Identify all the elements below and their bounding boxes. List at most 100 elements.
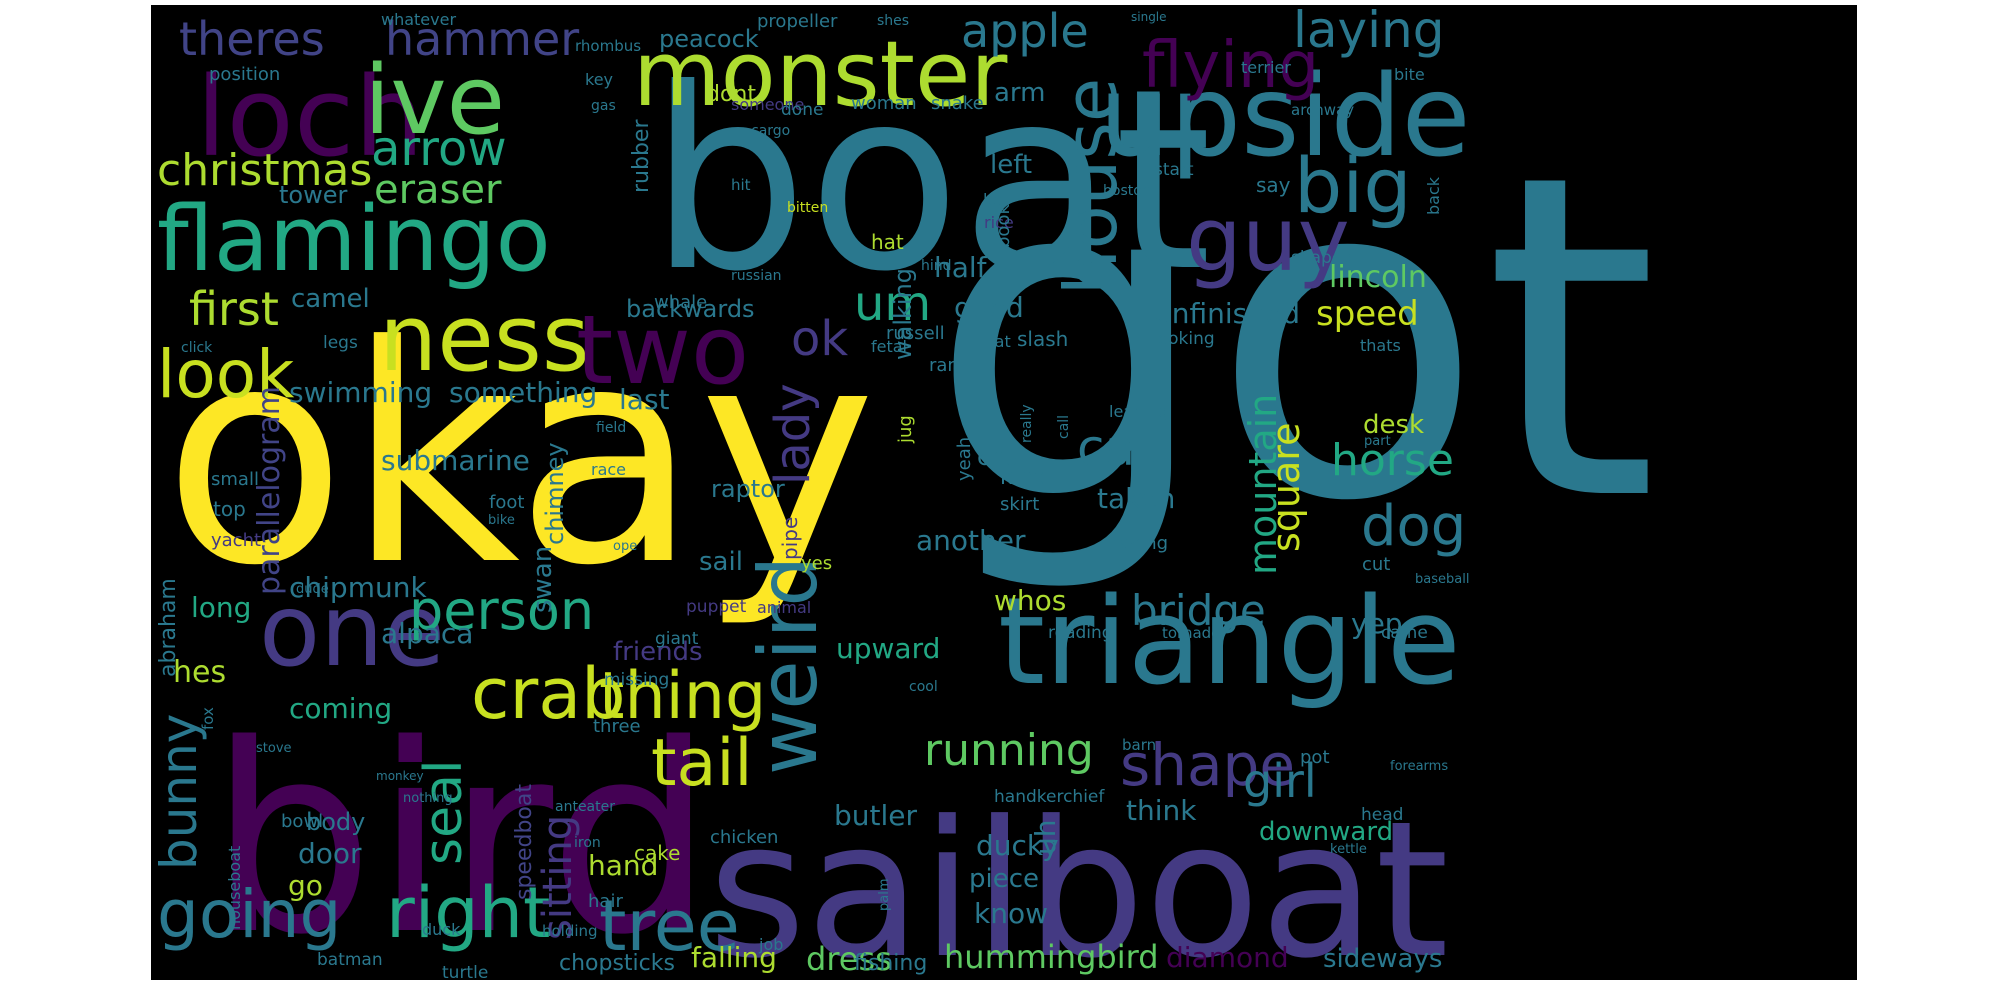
word-un: un <box>1074 207 1090 225</box>
word-thats: thats <box>1360 336 1401 355</box>
word-sitting: sitting <box>535 815 581 940</box>
word-hit: hit <box>731 176 751 194</box>
word-bowl: bowl <box>281 811 323 832</box>
word-key: key <box>585 70 613 89</box>
word-bunny: bunny <box>151 714 208 870</box>
word-go: go <box>288 869 323 902</box>
word-abraham: abraham <box>156 578 181 677</box>
word-speedboat: speedboat <box>512 784 537 900</box>
word-click: click <box>181 340 213 356</box>
word-giant: giant <box>655 629 699 649</box>
word-jug: jug <box>895 415 916 444</box>
word-two: two <box>576 296 749 406</box>
word-baseball: baseball <box>1415 572 1469 587</box>
word-unfinished: unfinished <box>1154 297 1300 330</box>
word-apple: apple <box>961 5 1089 58</box>
word-boston: boston <box>1103 183 1151 199</box>
word-ok: ok <box>791 311 848 367</box>
word-cake: cake <box>634 841 680 865</box>
word-shape: shape <box>1120 731 1295 799</box>
word-cool: cool <box>909 679 938 695</box>
word-speed: speed <box>1316 294 1419 334</box>
word-something: something <box>449 376 597 409</box>
word-three: three <box>593 716 641 737</box>
word-parallelogram: parallelogram <box>252 386 287 595</box>
word-rubber: rubber <box>629 119 654 193</box>
word-laying: laying <box>1293 5 1444 59</box>
word-woman: woman <box>851 93 917 114</box>
word-long: long <box>191 591 251 624</box>
word-hat: hat <box>871 230 904 254</box>
word-know: know <box>974 897 1048 930</box>
word-puppet: puppet <box>686 597 747 617</box>
word-someone: someone <box>731 95 804 114</box>
word-backwards: backwards <box>626 295 755 323</box>
word-thing: thing <box>599 659 766 734</box>
word-friends: friends <box>613 637 703 667</box>
word-mountain: mountain <box>1241 394 1285 575</box>
word-dress: dress <box>806 940 892 978</box>
word-crab: crab <box>471 653 626 735</box>
word-butler: butler <box>834 799 918 832</box>
word-top: top <box>213 497 246 521</box>
word-leaning: leaning <box>1109 402 1168 421</box>
word-look: look <box>157 336 295 413</box>
word-theres: theres <box>179 12 325 66</box>
word-cloud: got boat okay bird sailboat triangle upside mon… <box>151 5 1857 980</box>
word-raptor: raptor <box>711 475 785 503</box>
word-duck: duck <box>422 920 461 939</box>
word-iron: iron <box>574 835 601 851</box>
word-ness: ness <box>379 285 590 392</box>
word-cut: cut <box>1362 554 1390 575</box>
word-flamingo: flamingo <box>157 187 551 292</box>
word-desk: desk <box>1363 410 1424 440</box>
word-let: let <box>983 190 1004 209</box>
word-barn: barn <box>1122 736 1156 754</box>
word-fox: fox <box>199 707 217 730</box>
word-sail: sail <box>699 547 743 577</box>
word-bridge: bridge <box>1131 586 1266 635</box>
word-house: house <box>1049 78 1133 295</box>
word-call: call <box>1056 415 1072 439</box>
word-got: got <box>929 80 1658 598</box>
word-start: start <box>1154 160 1194 180</box>
word-chopsticks: chopsticks <box>559 951 675 976</box>
word-handkerchief: handkerchief <box>994 787 1105 807</box>
word-reading: reading <box>1048 623 1113 643</box>
word-shes: shes <box>877 13 909 29</box>
word-think: think <box>1126 794 1197 827</box>
word-kind: kind <box>1000 465 1047 490</box>
word-whale: whale <box>654 292 707 313</box>
word-door: door <box>298 837 362 870</box>
word-flying: flying <box>1142 29 1319 103</box>
word-palm: palm <box>877 879 892 912</box>
word-field: field <box>596 420 626 436</box>
word-holding: holding <box>542 922 598 940</box>
word-tail: tail <box>651 726 752 801</box>
word-monkey: monkey <box>376 769 424 783</box>
word-back: back <box>1424 176 1443 215</box>
word-alpaca: alpaca <box>381 617 473 650</box>
word-another: another <box>916 524 1026 557</box>
word-good: good <box>954 291 1024 324</box>
word-tower: tower <box>279 181 347 209</box>
word-legs: legs <box>323 333 358 353</box>
word-left: left <box>990 150 1032 180</box>
word-race: race <box>591 460 626 479</box>
word-bike: bike <box>488 513 515 528</box>
word-sideways: sideways <box>1323 944 1442 974</box>
word-book: book <box>993 204 1014 248</box>
word-single: single <box>1131 10 1167 24</box>
word-bite: bite <box>1394 65 1425 84</box>
word-sailboat: sailboat <box>708 781 1449 980</box>
word-skirt: skirt <box>1000 494 1039 515</box>
word-one: one <box>259 572 445 689</box>
word-houseboat: houseboat <box>225 846 244 930</box>
word-really: really <box>1019 404 1035 443</box>
word-christmas: christmas <box>157 145 372 196</box>
word-fat: fat <box>989 332 1011 351</box>
word-bird: bird <box>209 690 714 980</box>
word-weird: weird <box>742 556 835 775</box>
word-horse: horse <box>1331 435 1454 486</box>
